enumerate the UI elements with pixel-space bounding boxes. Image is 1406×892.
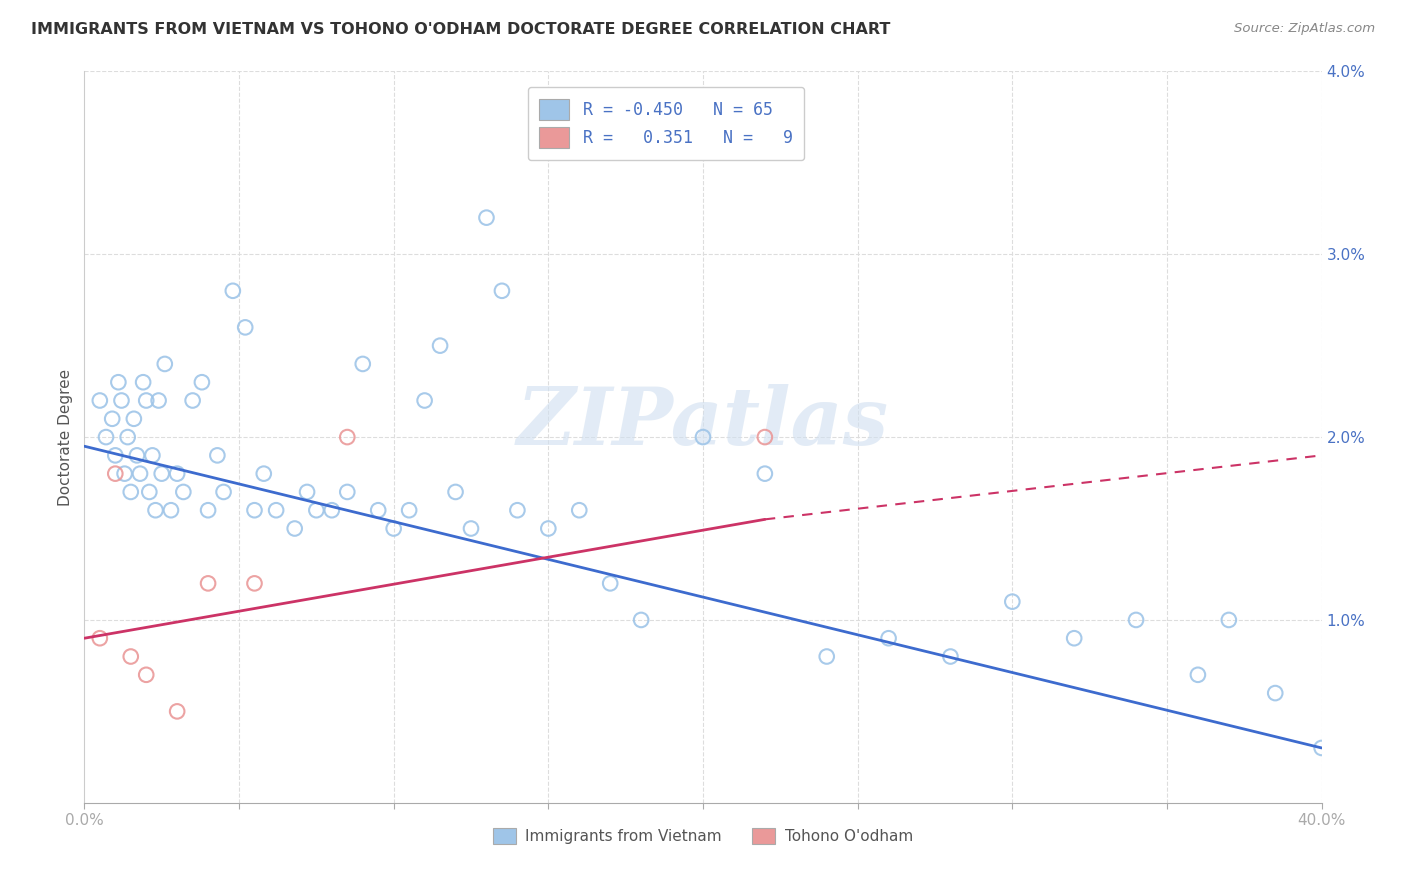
Point [321,503,343,517]
Point [1125,613,1147,627]
Point [754,430,776,444]
Text: Source: ZipAtlas.com: Source: ZipAtlas.com [1234,22,1375,36]
Point [1310,740,1333,755]
Point [939,649,962,664]
Point [1001,595,1024,609]
Point [101,412,124,426]
Point [120,485,142,500]
Point [89,632,111,646]
Point [444,485,467,500]
Point [117,430,139,444]
Point [132,376,155,390]
Point [336,485,359,500]
Point [367,503,389,517]
Point [692,430,714,444]
Point [120,649,142,664]
Text: ZIPatlas: ZIPatlas [517,384,889,461]
Point [243,576,266,591]
Point [1264,686,1286,700]
Point [141,449,163,463]
Point [382,521,405,535]
Point [110,393,132,408]
Point [212,485,235,500]
Point [815,649,838,664]
Point [148,393,170,408]
Point [166,705,188,719]
Point [754,467,776,481]
Point [1218,613,1240,627]
Point [104,449,127,463]
Point [599,576,621,591]
Point [145,503,167,517]
Point [491,284,513,298]
Point [336,430,359,444]
Point [253,467,276,481]
Point [398,503,420,517]
Point [222,284,245,298]
Legend: Immigrants from Vietnam, Tohono O'odham: Immigrants from Vietnam, Tohono O'odham [486,822,920,850]
Point [264,503,287,517]
Point [114,467,136,481]
Text: IMMIGRANTS FROM VIETNAM VS TOHONO O'ODHAM DOCTORATE DEGREE CORRELATION CHART: IMMIGRANTS FROM VIETNAM VS TOHONO O'ODHA… [31,22,890,37]
Point [166,467,188,481]
Point [197,576,219,591]
Point [429,338,451,352]
Point [172,485,194,500]
Point [207,449,229,463]
Point [630,613,652,627]
Point [107,376,129,390]
Point [129,467,152,481]
Point [413,393,436,408]
Point [135,667,157,681]
Point [94,430,117,444]
Point [537,521,560,535]
Point [122,412,145,426]
Point [506,503,529,517]
Point [160,503,183,517]
Point [125,449,148,463]
Point [460,521,482,535]
Point [305,503,328,517]
Point [233,320,256,334]
Point [1063,632,1085,646]
Point [352,357,374,371]
Point [181,393,204,408]
Point [243,503,266,517]
Point [1187,667,1209,681]
Point [89,393,111,408]
Point [191,376,214,390]
Point [150,467,173,481]
Point [135,393,157,408]
Point [153,357,176,371]
Point [877,632,900,646]
Point [197,503,219,517]
Point [104,467,127,481]
Y-axis label: Doctorate Degree: Doctorate Degree [58,368,73,506]
Point [284,521,307,535]
Point [475,211,498,225]
Point [568,503,591,517]
Point [295,485,318,500]
Point [138,485,160,500]
